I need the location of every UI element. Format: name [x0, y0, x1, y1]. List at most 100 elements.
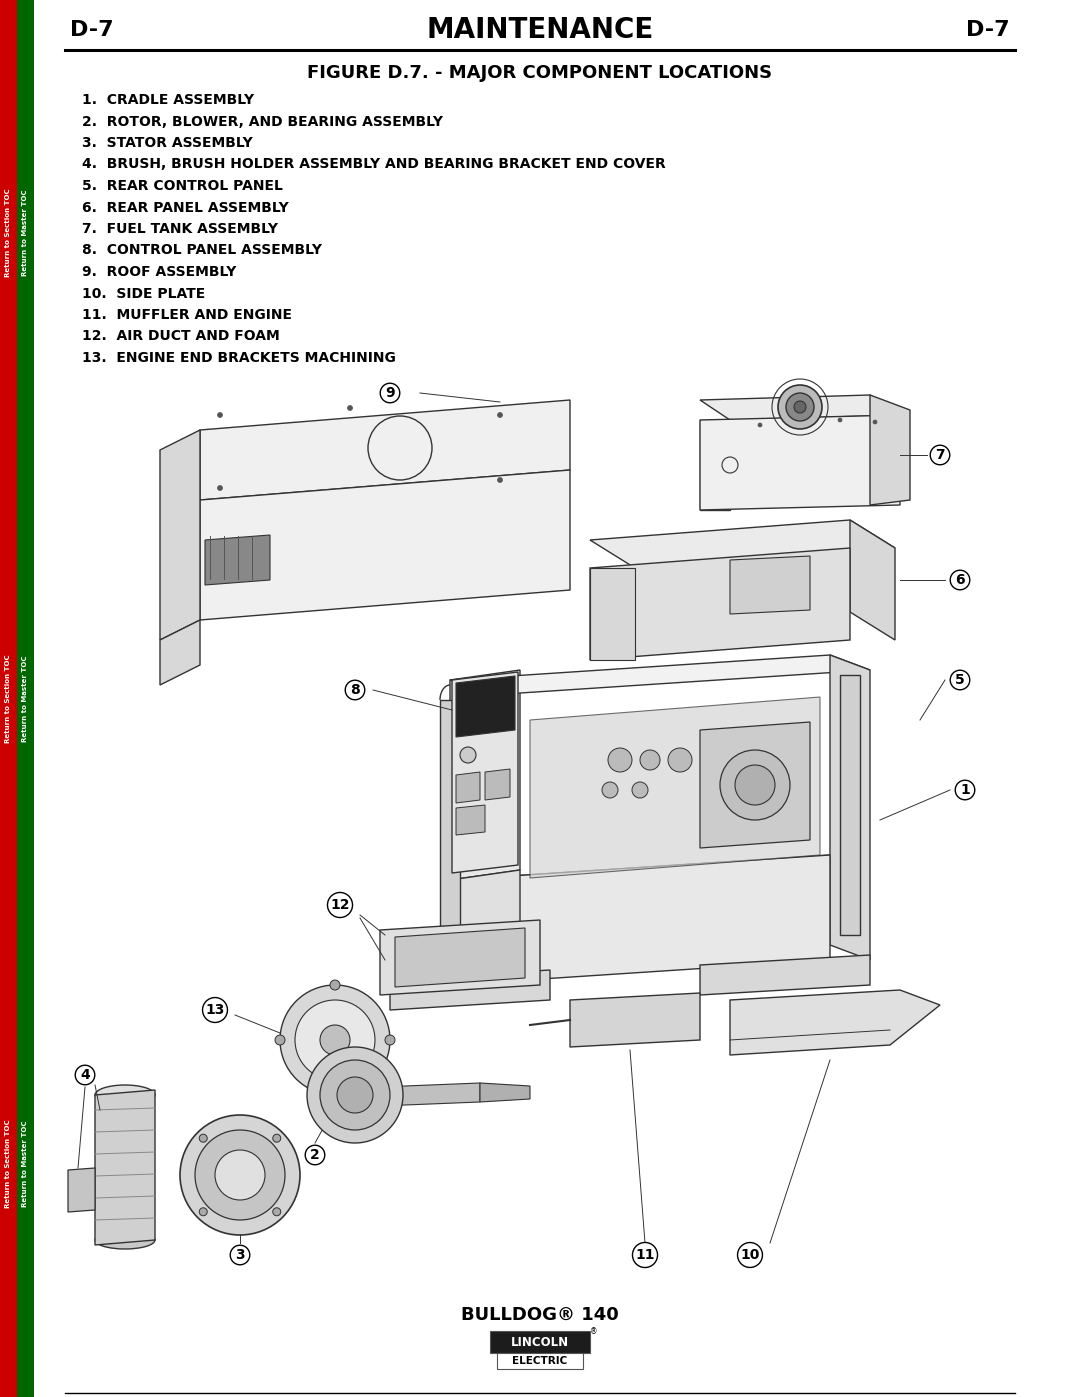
Circle shape	[273, 1134, 281, 1143]
Polygon shape	[456, 773, 480, 803]
Text: 6.  REAR PANEL ASSEMBLY: 6. REAR PANEL ASSEMBLY	[82, 201, 288, 215]
Text: 10: 10	[740, 1248, 759, 1261]
Polygon shape	[730, 990, 940, 1055]
Circle shape	[217, 486, 222, 490]
FancyBboxPatch shape	[497, 1354, 583, 1369]
Polygon shape	[450, 870, 519, 985]
Polygon shape	[68, 1168, 95, 1213]
Polygon shape	[380, 921, 540, 995]
Polygon shape	[205, 535, 270, 585]
Circle shape	[778, 386, 822, 429]
Text: FIGURE D.7. - MAJOR COMPONENT LOCATIONS: FIGURE D.7. - MAJOR COMPONENT LOCATIONS	[308, 64, 772, 82]
Ellipse shape	[95, 1085, 156, 1105]
Polygon shape	[160, 430, 200, 640]
Text: 2: 2	[310, 1148, 320, 1162]
Circle shape	[320, 1060, 390, 1130]
Circle shape	[180, 1115, 300, 1235]
Polygon shape	[850, 520, 895, 640]
Text: Return to Master TOC: Return to Master TOC	[23, 190, 28, 277]
Polygon shape	[590, 548, 850, 659]
Polygon shape	[160, 620, 200, 685]
Circle shape	[275, 1035, 285, 1045]
Text: ELECTRIC: ELECTRIC	[512, 1356, 568, 1366]
Polygon shape	[700, 415, 900, 510]
Circle shape	[295, 1000, 375, 1080]
Polygon shape	[456, 676, 515, 738]
Text: 1.  CRADLE ASSEMBLY: 1. CRADLE ASSEMBLY	[82, 94, 254, 108]
Polygon shape	[700, 395, 900, 420]
Circle shape	[608, 747, 632, 773]
Bar	[17, 932, 33, 1397]
Polygon shape	[440, 700, 460, 960]
Circle shape	[498, 478, 502, 482]
Circle shape	[280, 985, 390, 1095]
Polygon shape	[700, 956, 870, 995]
Bar	[17, 465, 33, 932]
Circle shape	[307, 1046, 403, 1143]
Circle shape	[640, 750, 660, 770]
Circle shape	[320, 1025, 350, 1055]
Polygon shape	[450, 855, 831, 985]
Circle shape	[273, 1208, 281, 1215]
Bar	[0, 0, 17, 465]
Text: 11: 11	[635, 1248, 654, 1261]
Circle shape	[348, 405, 352, 411]
Circle shape	[873, 420, 877, 425]
Circle shape	[632, 782, 648, 798]
Polygon shape	[700, 722, 810, 848]
Text: 9.  ROOF ASSEMBLY: 9. ROOF ASSEMBLY	[82, 265, 237, 279]
Ellipse shape	[95, 1231, 156, 1249]
Text: D-7: D-7	[967, 20, 1010, 41]
Circle shape	[199, 1134, 207, 1143]
Polygon shape	[390, 970, 550, 1010]
Text: 12: 12	[330, 898, 350, 912]
Polygon shape	[355, 1083, 480, 1106]
Text: 4: 4	[80, 1067, 90, 1083]
Text: 10.  SIDE PLATE: 10. SIDE PLATE	[82, 286, 205, 300]
Text: 11.  MUFFLER AND ENGINE: 11. MUFFLER AND ENGINE	[82, 307, 292, 321]
Polygon shape	[590, 569, 635, 659]
Text: 6: 6	[955, 573, 964, 587]
Polygon shape	[200, 400, 570, 500]
Text: 3.  STATOR ASSEMBLY: 3. STATOR ASSEMBLY	[82, 136, 253, 149]
Circle shape	[195, 1130, 285, 1220]
Polygon shape	[450, 671, 519, 880]
Text: 8: 8	[350, 683, 360, 697]
Text: 1: 1	[960, 782, 970, 798]
Circle shape	[720, 750, 789, 820]
Polygon shape	[200, 469, 570, 620]
Polygon shape	[831, 655, 870, 960]
Bar	[17, 0, 33, 465]
Circle shape	[215, 1150, 265, 1200]
Circle shape	[602, 782, 618, 798]
Text: 8.  CONTROL PANEL ASSEMBLY: 8. CONTROL PANEL ASSEMBLY	[82, 243, 322, 257]
Polygon shape	[840, 675, 860, 935]
Circle shape	[217, 412, 222, 418]
Circle shape	[786, 393, 814, 420]
Bar	[0, 465, 17, 932]
Text: 13: 13	[205, 1003, 225, 1017]
Text: 13.  ENGINE END BRACKETS MACHINING: 13. ENGINE END BRACKETS MACHINING	[82, 351, 396, 365]
Circle shape	[337, 1077, 373, 1113]
Polygon shape	[95, 1090, 156, 1245]
Circle shape	[838, 418, 842, 422]
Polygon shape	[480, 1083, 530, 1102]
Polygon shape	[450, 655, 870, 694]
Text: ®: ®	[591, 1327, 597, 1337]
Text: Return to Section TOC: Return to Section TOC	[5, 654, 12, 743]
Polygon shape	[700, 420, 730, 510]
Text: 5.  REAR CONTROL PANEL: 5. REAR CONTROL PANEL	[82, 179, 283, 193]
Text: Return to Section TOC: Return to Section TOC	[5, 189, 12, 277]
Circle shape	[735, 766, 775, 805]
Text: Return to Section TOC: Return to Section TOC	[5, 1120, 12, 1208]
Polygon shape	[530, 697, 820, 877]
Text: 7: 7	[935, 448, 945, 462]
Circle shape	[758, 423, 762, 427]
Polygon shape	[590, 520, 895, 569]
Text: BULLDOG® 140: BULLDOG® 140	[461, 1306, 619, 1324]
Bar	[0, 932, 17, 1397]
Polygon shape	[456, 805, 485, 835]
Circle shape	[330, 1090, 340, 1099]
Text: 3: 3	[235, 1248, 245, 1261]
Text: 7.  FUEL TANK ASSEMBLY: 7. FUEL TANK ASSEMBLY	[82, 222, 278, 236]
